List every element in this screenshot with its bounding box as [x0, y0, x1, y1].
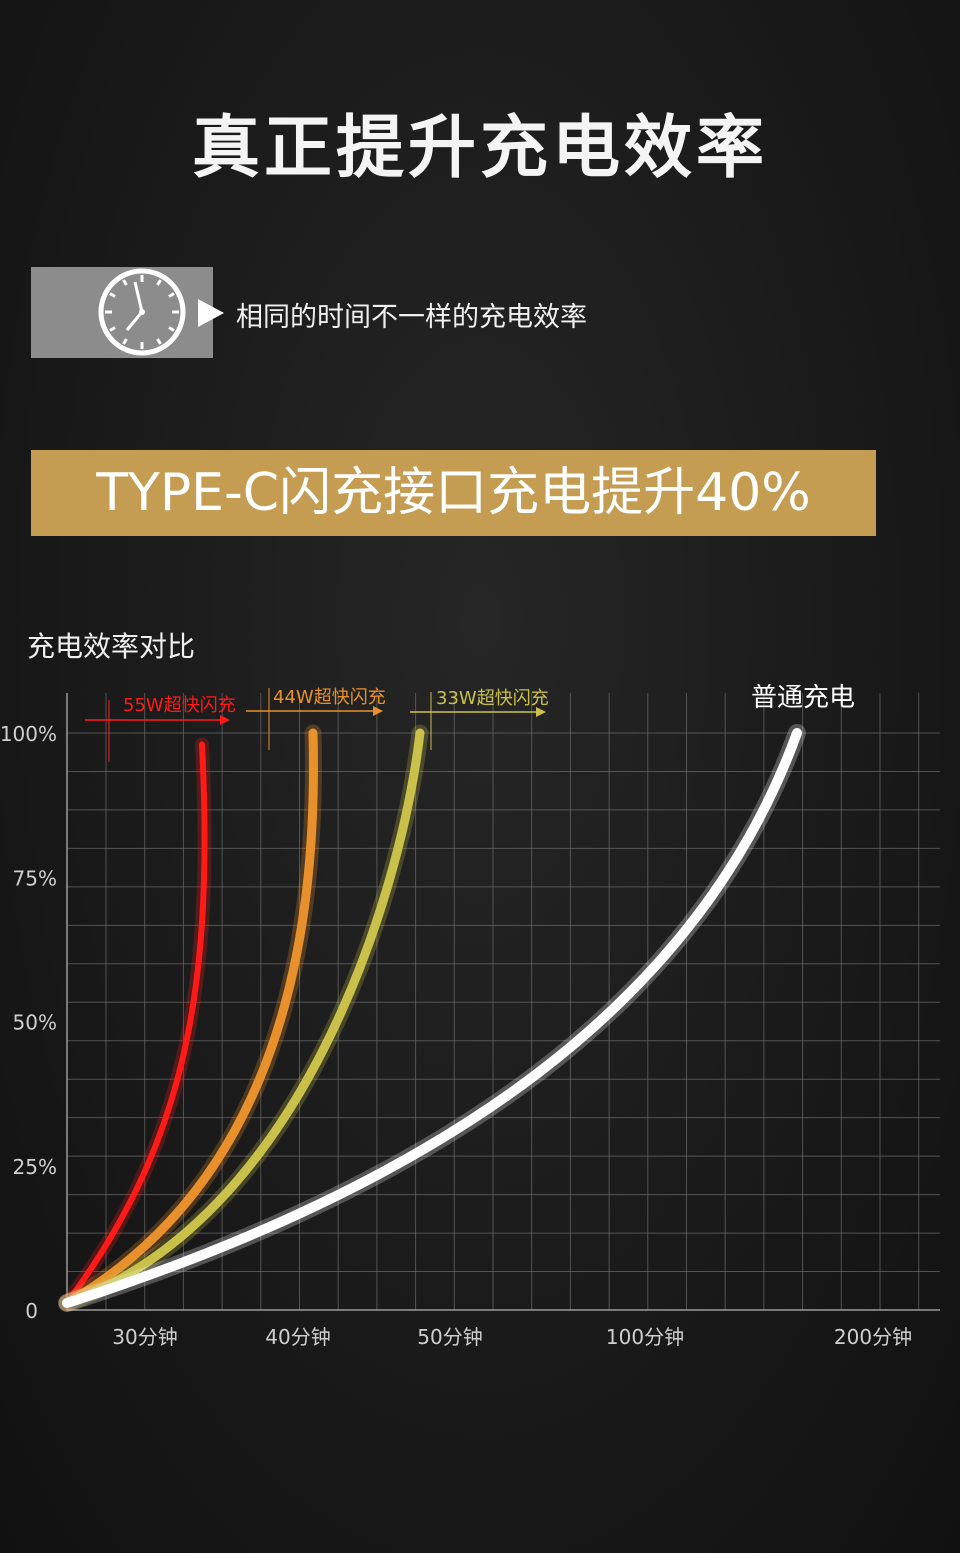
series-line — [62, 728, 425, 1308]
y-tick-label: 75% — [13, 866, 57, 890]
series-label: 普通充电 — [751, 683, 855, 713]
y-tick-label: 0 — [25, 1299, 38, 1323]
triangle-right-icon — [198, 299, 224, 327]
x-tick-label: 40分钟 — [265, 1325, 330, 1349]
banner-text: TYPE-C闪充接口充电提升40% — [96, 463, 811, 523]
clock-icon — [98, 268, 186, 356]
series-line — [64, 741, 208, 1306]
x-tick-label: 100分钟 — [606, 1325, 684, 1349]
series-line — [62, 728, 802, 1308]
banner: TYPE-C闪充接口充电提升40% — [31, 450, 876, 536]
x-tick-label: 200分钟 — [834, 1325, 912, 1349]
subtitle: 相同的时间不一样的充电效率 — [236, 302, 587, 333]
charging-chart: 0 25% 50% 75% 100% 30分钟 40分钟 50分钟 100分钟 200分钟 55W超… — [0, 683, 940, 1349]
y-tick-label: 50% — [13, 1011, 57, 1035]
y-tick-label: 25% — [13, 1155, 57, 1179]
x-tick-label: 50分钟 — [417, 1325, 482, 1349]
clock-panel — [31, 267, 213, 358]
y-tick-label: 100% — [0, 722, 57, 746]
series-glow — [60, 737, 212, 1310]
label-arrowhead — [373, 706, 383, 716]
series-label: 55W超快闪充 — [123, 695, 236, 716]
series-line — [62, 728, 318, 1308]
page-title: 真正提升充电效率 — [191, 109, 768, 188]
series-label: 44W超快闪充 — [273, 687, 386, 708]
series-label: 33W超快闪充 — [436, 688, 549, 709]
label-arrowhead — [536, 707, 546, 717]
x-tick-label: 30分钟 — [112, 1325, 177, 1349]
chart-title: 充电效率对比 — [27, 630, 196, 663]
label-arrowhead — [220, 715, 230, 725]
